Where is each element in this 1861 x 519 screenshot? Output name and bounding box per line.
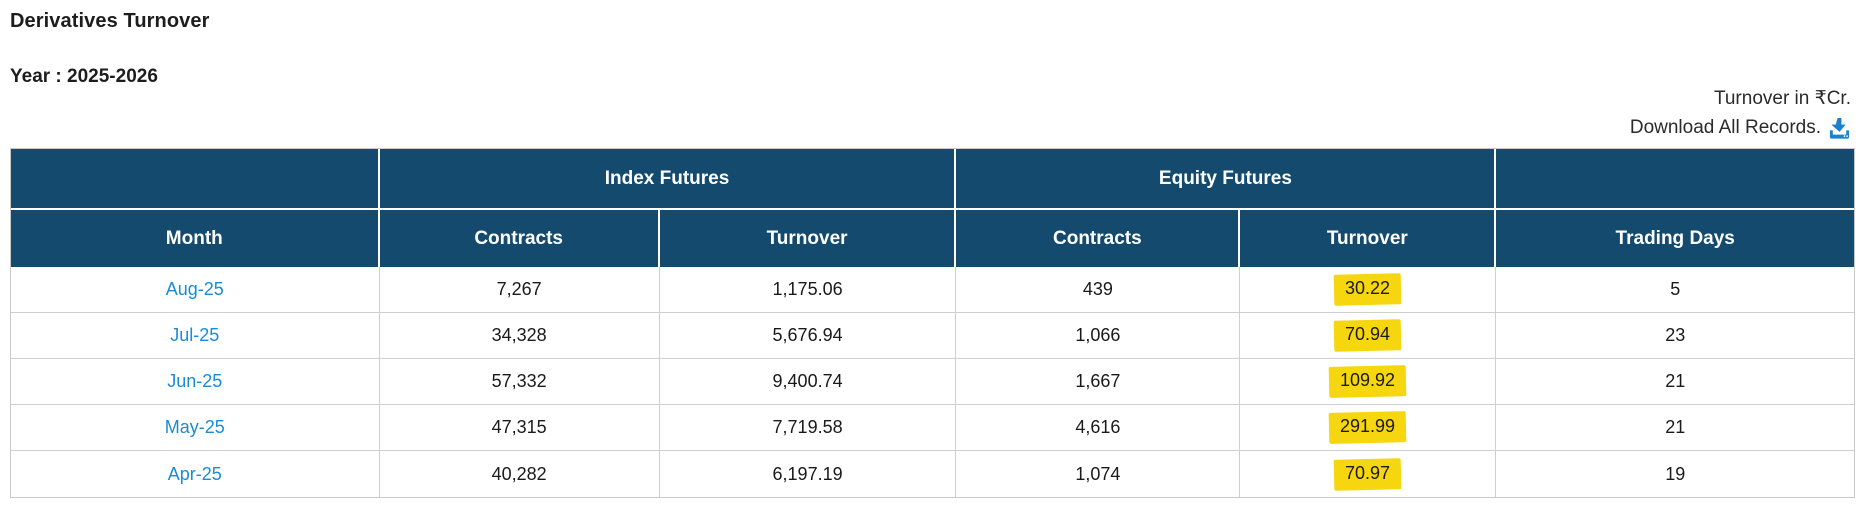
month-cell: May-25 <box>11 405 380 451</box>
equity-contracts-value: 1,667 <box>1075 371 1121 391</box>
column-header-index-contracts: Contracts <box>379 210 660 267</box>
download-all-records-label: Download All Records. <box>1629 117 1821 138</box>
index-turnover-cell: 7,719.58 <box>659 405 957 451</box>
equity-turnover-cell: 30.22 <box>1240 267 1497 313</box>
equity-contracts-cell: 1,667 <box>956 359 1241 405</box>
trading-days-cell: 21 <box>1496 405 1854 451</box>
equity-contracts-cell: 4,616 <box>956 405 1241 451</box>
index-turnover-value: 7,719.58 <box>772 417 843 437</box>
equity-turnover-value: 70.94 <box>1345 324 1391 345</box>
month-link[interactable]: Aug-25 <box>165 279 224 299</box>
month-cell: Jun-25 <box>11 359 380 405</box>
trading-days-cell: 21 <box>1496 359 1854 405</box>
table-header: Index Futures Equity Futures Month Contr… <box>11 149 1854 267</box>
month-cell: Aug-25 <box>11 267 380 313</box>
equity-turnover-value: 70.97 <box>1345 462 1391 483</box>
month-link[interactable]: May-25 <box>164 417 225 437</box>
index-contracts-cell: 57,332 <box>379 359 660 405</box>
equity-contracts-value: 1,066 <box>1075 325 1121 345</box>
index-turnover-value: 1,175.06 <box>772 279 843 299</box>
equity-turnover-cell: 291.99 <box>1240 405 1497 451</box>
index-contracts-value: 7,267 <box>496 279 542 299</box>
equity-contracts-cell: 1,074 <box>956 451 1241 497</box>
topbar-right: Turnover in ₹Cr. Download All Records. <box>1630 8 1853 139</box>
month-link[interactable]: Jul-25 <box>170 325 220 345</box>
trading-days-value: 5 <box>1670 279 1681 299</box>
equity-turnover-value: 30.22 <box>1345 278 1391 299</box>
trading-days-value: 23 <box>1665 325 1686 345</box>
month-cell: Apr-25 <box>11 451 380 497</box>
highlight-marker: 291.99 <box>1328 411 1407 444</box>
index-turnover-cell: 6,197.19 <box>659 451 957 497</box>
group-header-row: Index Futures Equity Futures <box>11 149 1854 210</box>
download-all-records-link[interactable]: Download All Records. <box>1630 117 1851 139</box>
highlight-marker: 109.92 <box>1328 365 1407 398</box>
derivatives-table: Index Futures Equity Futures Month Contr… <box>10 148 1855 498</box>
table-row: Jul-25 34,328 5,676.94 1,066 70.94 23 <box>11 313 1854 359</box>
month-cell: Jul-25 <box>11 313 380 359</box>
turnover-unit-note: Turnover in ₹Cr. <box>1713 88 1851 109</box>
index-turnover-value: 6,197.19 <box>772 463 843 484</box>
group-header-month-spacer <box>11 149 380 210</box>
index-turnover-cell: 9,400.74 <box>659 359 957 405</box>
equity-contracts-cell: 439 <box>956 267 1241 313</box>
table-body: Aug-25 7,267 1,175.06 439 30.22 5 Jul-25 34,328… <box>11 267 1854 497</box>
equity-contracts-value: 1,074 <box>1075 463 1121 484</box>
highlight-marker: 70.97 <box>1333 457 1402 491</box>
column-header-index-turnover: Turnover <box>659 210 957 267</box>
table-row: May-25 47,315 7,719.58 4,616 291.99 21 <box>11 405 1854 451</box>
table-row: Aug-25 7,267 1,175.06 439 30.22 5 <box>11 267 1854 313</box>
topbar-left: Derivatives Turnover Year : 2025-2026 <box>10 8 210 142</box>
index-turnover-cell: 5,676.94 <box>659 313 957 359</box>
download-icon[interactable] <box>1828 117 1851 139</box>
index-contracts-cell: 47,315 <box>379 405 660 451</box>
index-contracts-value: 34,328 <box>491 325 547 345</box>
trading-days-cell: 23 <box>1496 313 1854 359</box>
index-turnover-value: 9,400.74 <box>772 371 843 391</box>
column-header-equity-contracts: Contracts <box>956 210 1241 267</box>
topbar: Derivatives Turnover Year : 2025-2026 Tu… <box>10 8 1853 142</box>
group-header-index-futures: Index Futures <box>379 149 957 210</box>
page-title: Derivatives Turnover <box>10 10 210 32</box>
column-header-equity-turnover: Turnover <box>1240 210 1497 267</box>
trading-days-value: 21 <box>1665 371 1686 391</box>
index-turnover-value: 5,676.94 <box>772 325 843 345</box>
equity-turnover-value: 291.99 <box>1340 416 1396 437</box>
trading-days-cell: 19 <box>1496 451 1854 497</box>
equity-contracts-value: 4,616 <box>1075 417 1121 437</box>
column-header-trading-days: Trading Days <box>1496 210 1854 267</box>
index-contracts-cell: 40,282 <box>379 451 660 497</box>
trading-days-value: 21 <box>1665 417 1686 437</box>
equity-turnover-cell: 109.92 <box>1240 359 1497 405</box>
equity-turnover-value: 109.92 <box>1340 370 1396 391</box>
index-contracts-value: 57,332 <box>491 371 547 391</box>
group-header-equity-futures: Equity Futures <box>956 149 1497 210</box>
highlight-marker: 70.94 <box>1333 319 1402 352</box>
derivatives-turnover-page: Derivatives Turnover Year : 2025-2026 Tu… <box>10 8 1855 498</box>
column-header-month: Month <box>11 210 380 267</box>
trading-days-cell: 5 <box>1496 267 1854 313</box>
month-link[interactable]: Jun-25 <box>167 371 223 391</box>
index-contracts-value: 40,282 <box>491 463 547 484</box>
table-row: Apr-25 40,282 6,197.19 1,074 70.97 19 <box>11 451 1854 497</box>
index-contracts-value: 47,315 <box>491 417 547 437</box>
index-contracts-cell: 34,328 <box>379 313 660 359</box>
equity-contracts-cell: 1,066 <box>956 313 1241 359</box>
highlight-marker: 30.22 <box>1333 273 1402 306</box>
year-label: Year : 2025-2026 <box>10 66 158 87</box>
table-row: Jun-25 57,332 9,400.74 1,667 109.92 21 <box>11 359 1854 405</box>
trading-days-value: 19 <box>1665 463 1686 484</box>
equity-contracts-value: 439 <box>1082 279 1113 299</box>
equity-turnover-cell: 70.97 <box>1240 451 1497 497</box>
index-contracts-cell: 7,267 <box>379 267 660 313</box>
group-header-trading-days-spacer <box>1496 149 1854 210</box>
index-turnover-cell: 1,175.06 <box>659 267 957 313</box>
equity-turnover-cell: 70.94 <box>1240 313 1497 359</box>
column-header-row: Month Contracts Turnover Contracts Turno… <box>11 210 1854 267</box>
month-link[interactable]: Apr-25 <box>167 463 222 484</box>
